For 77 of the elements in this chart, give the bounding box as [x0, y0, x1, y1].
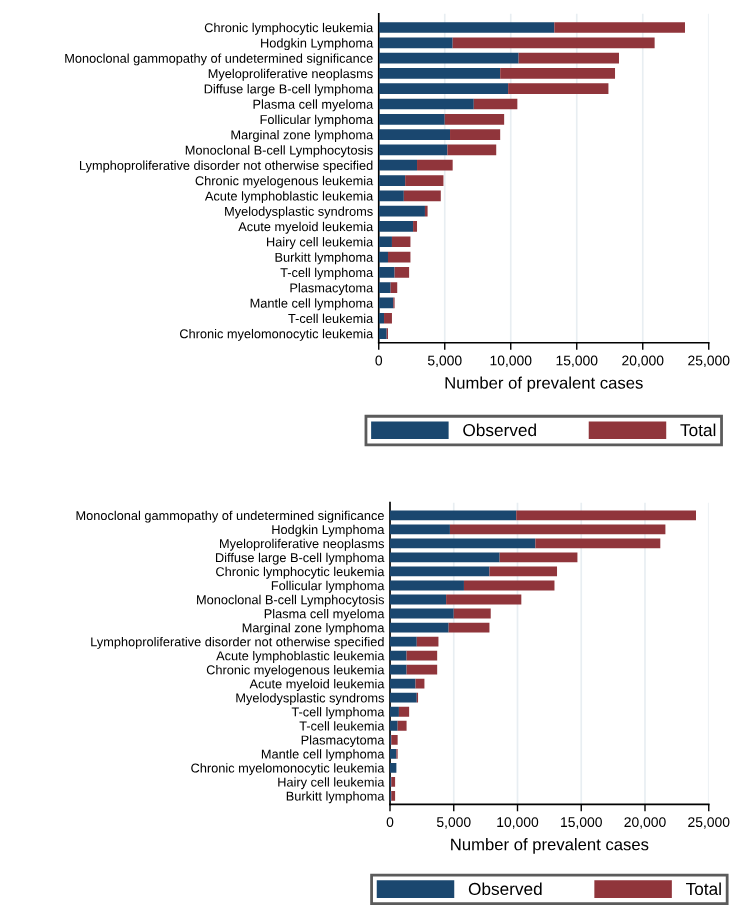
bar [390, 552, 500, 563]
bar [378, 37, 453, 49]
bar [378, 129, 451, 140]
bar [405, 175, 444, 186]
legend-label: Observed [463, 423, 536, 437]
bar [394, 266, 410, 278]
bar [390, 566, 490, 577]
bar [390, 510, 517, 521]
bar [390, 524, 450, 535]
bar [390, 608, 454, 619]
x-axis-title: Number of prevalent cases [451, 838, 649, 854]
bar [378, 175, 406, 186]
bar [390, 720, 398, 731]
bar [447, 144, 497, 156]
legend-label: Total [680, 423, 716, 437]
bar [390, 650, 407, 661]
bar [390, 664, 407, 675]
bar [499, 552, 578, 563]
x-axis-title: Number of prevalent cases [445, 376, 643, 393]
bar [390, 622, 449, 633]
bar [449, 524, 666, 535]
bar [378, 221, 414, 232]
bar [390, 678, 416, 689]
bar [378, 312, 385, 324]
bar [378, 190, 404, 202]
legend-label: Observed [468, 882, 542, 896]
bar [463, 580, 555, 591]
bar [448, 622, 490, 633]
bar [378, 98, 474, 110]
bar [453, 608, 491, 619]
bar [378, 328, 387, 339]
bar [390, 762, 397, 773]
bar [473, 98, 518, 110]
bar [378, 113, 445, 125]
bar [417, 159, 453, 171]
bar [397, 720, 407, 731]
bar [378, 205, 425, 217]
bar [535, 538, 661, 549]
bar [391, 236, 411, 248]
bar [390, 580, 464, 591]
bar [406, 664, 438, 675]
bar [390, 594, 447, 605]
bar [554, 22, 685, 33]
bar [387, 251, 411, 263]
bar [378, 83, 509, 95]
bar [390, 692, 417, 703]
bar [378, 52, 519, 64]
bar [406, 650, 438, 661]
bar [452, 37, 655, 49]
bar [450, 129, 501, 140]
bar [391, 734, 398, 745]
bar [518, 52, 619, 64]
bar [390, 636, 417, 647]
bar [378, 22, 555, 33]
bar [390, 538, 536, 549]
bar [378, 68, 501, 79]
bar [446, 594, 522, 605]
bar [390, 282, 398, 294]
bar [378, 282, 391, 294]
bar [378, 297, 394, 309]
bar [378, 159, 418, 171]
bar [489, 566, 558, 577]
bar [500, 68, 616, 79]
bar [415, 678, 425, 689]
bar [516, 510, 696, 521]
bar [444, 113, 505, 125]
legend-label: Total [686, 882, 721, 896]
bar [398, 706, 410, 717]
bar [378, 236, 392, 248]
bar [384, 312, 392, 324]
bar [508, 83, 609, 95]
bar [403, 190, 441, 202]
bar [390, 706, 399, 717]
bar [390, 748, 397, 759]
bar [378, 144, 448, 156]
bar [378, 251, 388, 263]
bar [378, 266, 395, 278]
